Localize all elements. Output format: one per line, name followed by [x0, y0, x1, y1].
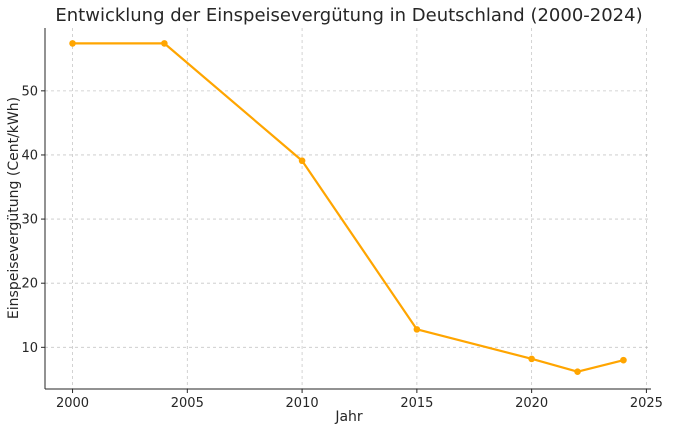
y-tick-label-30: 30 [21, 213, 38, 228]
y-tick-label-50: 50 [21, 84, 38, 99]
data-point-2000 [69, 40, 76, 47]
data-point-2022 [574, 368, 581, 375]
x-tick-label-2020: 2020 [515, 396, 548, 411]
data-point-2010 [298, 157, 306, 165]
axes [44, 28, 651, 390]
x-axis-ticks: 2000 2005 2010 2015 2020 2025 [56, 389, 663, 411]
data-point-2015 [413, 326, 421, 333]
series-layer [69, 40, 627, 375]
chart-title: Entwicklung der Einspeisevergütung in De… [55, 5, 642, 26]
y-tick-label-40: 40 [21, 148, 38, 163]
y-tick-label-20: 20 [21, 277, 38, 292]
series-line-0 [72, 42, 624, 373]
data-point-2004 [161, 40, 168, 47]
x-axis-label: Jahr [334, 409, 363, 425]
y-axis-label: Einspeisevergütung (Cent/kWh) [6, 97, 22, 319]
x-tick-label-2015: 2015 [400, 396, 433, 411]
x-tick-label-2025: 2025 [630, 396, 663, 411]
x-tick-label-2005: 2005 [171, 396, 204, 411]
data-point-2024 [620, 356, 627, 364]
x-tick-label-2000: 2000 [56, 396, 89, 411]
data-point-2020 [528, 355, 535, 363]
y-axis-ticks: 10 20 30 40 50 [21, 84, 45, 356]
y-tick-label-10: 10 [21, 341, 38, 356]
x-tick-label-2010: 2010 [286, 396, 319, 411]
grid [45, 28, 651, 389]
